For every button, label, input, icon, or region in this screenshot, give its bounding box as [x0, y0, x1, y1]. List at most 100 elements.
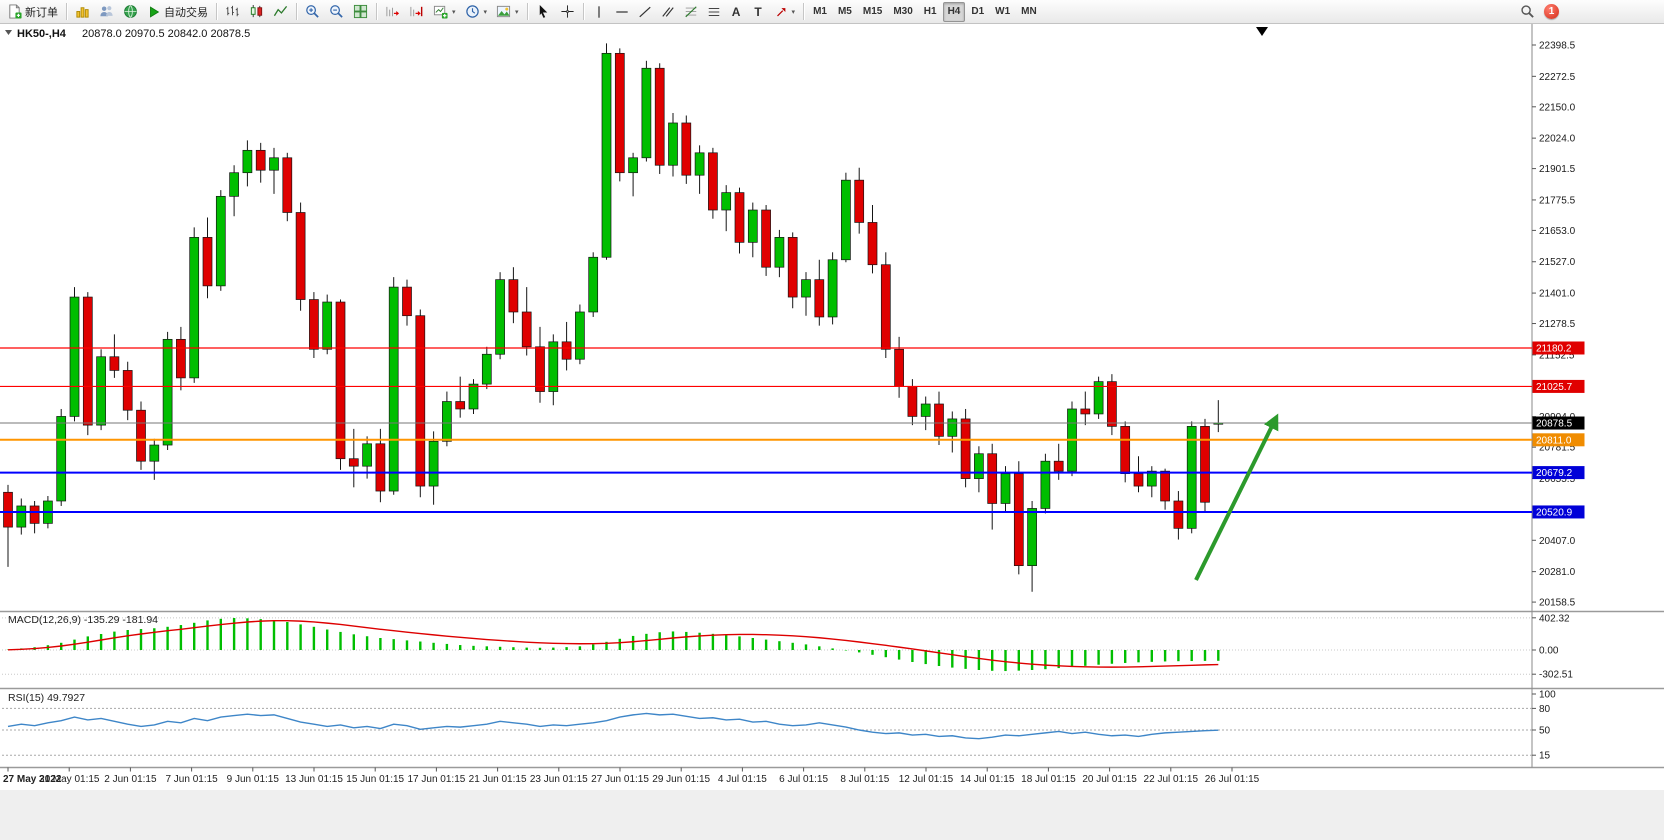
candle: [787, 237, 798, 298]
tile-windows-button[interactable]: [349, 2, 372, 22]
vertical-line-tool-button[interactable]: [588, 2, 610, 22]
candle: [1000, 473, 1011, 504]
candle: [1173, 500, 1184, 529]
chart-shift-marker[interactable]: [1256, 27, 1268, 36]
svg-text:20158.5: 20158.5: [1539, 598, 1576, 609]
rsi-line: [7, 712, 1219, 740]
new-chart-button[interactable]: ▾: [429, 2, 460, 22]
timeframe-button-mn[interactable]: MN: [1016, 2, 1042, 22]
candle: [295, 212, 306, 300]
zoom-in-button[interactable]: [301, 2, 324, 22]
auto-scroll-button[interactable]: [381, 2, 404, 22]
toolbar-separator: [66, 3, 67, 20]
candle: [309, 299, 319, 350]
candle: [415, 315, 426, 487]
channel-tool-button[interactable]: [657, 2, 679, 22]
svg-text:26 Jul 01:15: 26 Jul 01:15: [1205, 774, 1260, 785]
search-icon: [1520, 4, 1535, 19]
svg-text:8 Jul 01:15: 8 Jul 01:15: [840, 774, 889, 785]
candle: [841, 179, 851, 261]
zoom-out-button[interactable]: [325, 2, 348, 22]
main-toolbar: 新订单 自动交易: [0, 0, 1664, 24]
trendline-icon: [638, 5, 652, 19]
candle: [1146, 470, 1157, 487]
candle: [495, 279, 505, 355]
candle: [176, 338, 186, 379]
notification-badge[interactable]: 1: [1544, 4, 1559, 19]
new-order-button[interactable]: 新订单: [3, 2, 62, 22]
candle: [814, 279, 825, 318]
candle: [255, 149, 266, 171]
timeframe-button-m5[interactable]: M5: [833, 2, 857, 22]
svg-text:13 Jun 01:15: 13 Jun 01:15: [285, 774, 343, 785]
macd-signal-line: [7, 620, 1219, 668]
charts-icon: [75, 4, 90, 19]
chart-shift-button[interactable]: [405, 2, 428, 22]
svg-text:27 Jun 01:15: 27 Jun 01:15: [591, 774, 649, 785]
objects-list-button[interactable]: [703, 2, 725, 22]
trendline-tool-button[interactable]: [634, 2, 656, 22]
svg-text:22398.5: 22398.5: [1539, 41, 1576, 52]
periods-button[interactable]: ▾: [461, 2, 492, 22]
horizontal-line-tool-button[interactable]: [611, 2, 633, 22]
toolbar-separator: [526, 3, 528, 20]
arrows-tool-button[interactable]: ▾: [770, 2, 800, 22]
timeframe-button-w1[interactable]: W1: [990, 2, 1015, 22]
accounts-button[interactable]: [95, 2, 118, 22]
candle: [149, 444, 160, 462]
price-label-21180.2: [1532, 341, 1585, 355]
svg-text:12 Jul 01:15: 12 Jul 01:15: [899, 774, 954, 785]
toolbar-separator: [582, 3, 584, 20]
zoom-in-icon: [305, 4, 320, 19]
bar-chart-mode-button[interactable]: [221, 2, 244, 22]
tile-windows-icon: [353, 4, 368, 19]
timeframe-button-m15[interactable]: M15: [858, 2, 887, 22]
crosshair-button[interactable]: [556, 2, 579, 22]
chart-area: 22398.5 22272.5 22150.0 22024.0 21901.5 21775…: [0, 24, 1664, 840]
candle: [348, 458, 359, 467]
svg-text:18 Jul 01:15: 18 Jul 01:15: [1021, 774, 1076, 785]
candle: [535, 346, 545, 392]
text-tool-button[interactable]: A: [726, 2, 747, 22]
candle: [801, 279, 811, 298]
candle: [96, 356, 106, 426]
timeframe-button-m30[interactable]: M30: [888, 2, 917, 22]
charts-button[interactable]: [71, 2, 94, 22]
templates-button[interactable]: ▾: [492, 2, 523, 22]
candle: [1013, 473, 1024, 567]
search-button[interactable]: [1516, 2, 1539, 22]
community-button[interactable]: [119, 2, 142, 22]
price-scale[interactable]: 22398.5 22272.5 22150.0 22024.0 21901.5 21775…: [1532, 41, 1585, 609]
fibonacci-tool-button[interactable]: [680, 2, 702, 22]
svg-text:21401.0: 21401.0: [1539, 289, 1576, 300]
timeframe-button-d1[interactable]: D1: [966, 2, 989, 22]
candle: [481, 353, 492, 385]
chart-background[interactable]: [0, 24, 1664, 790]
autotrading-button[interactable]: 自动交易: [143, 2, 212, 22]
window-bottom-strip: [0, 790, 1664, 840]
candle: [242, 149, 253, 174]
text-label-tool-button[interactable]: T: [748, 2, 769, 22]
price-chart[interactable]: 22398.5 22272.5 22150.0 22024.0 21901.5 21775…: [0, 24, 1664, 840]
candle: [827, 259, 838, 318]
trend-arrow-annotation[interactable]: [1194, 413, 1279, 581]
cursor-button[interactable]: [532, 2, 555, 22]
line-chart-mode-button[interactable]: [269, 2, 292, 22]
timeframe-button-h4[interactable]: H4: [942, 1, 966, 22]
svg-text:21901.5: 21901.5: [1539, 164, 1576, 175]
svg-text:402.32: 402.32: [1539, 613, 1570, 624]
candle: [69, 296, 80, 417]
price-label-21025.7: [1532, 379, 1585, 393]
timeframe-button-h1[interactable]: H1: [919, 2, 942, 22]
candlestick-mode-button[interactable]: [245, 2, 268, 22]
svg-text:2 Jun 01:15: 2 Jun 01:15: [104, 774, 157, 785]
collapse-icon[interactable]: [5, 30, 12, 35]
candle: [455, 401, 466, 410]
candle: [628, 157, 638, 174]
candle: [335, 301, 346, 460]
chevron-down-icon: ▾: [452, 8, 456, 16]
timeframe-button-m1[interactable]: M1: [808, 2, 832, 22]
svg-text:7 Jun 01:15: 7 Jun 01:15: [165, 774, 218, 785]
